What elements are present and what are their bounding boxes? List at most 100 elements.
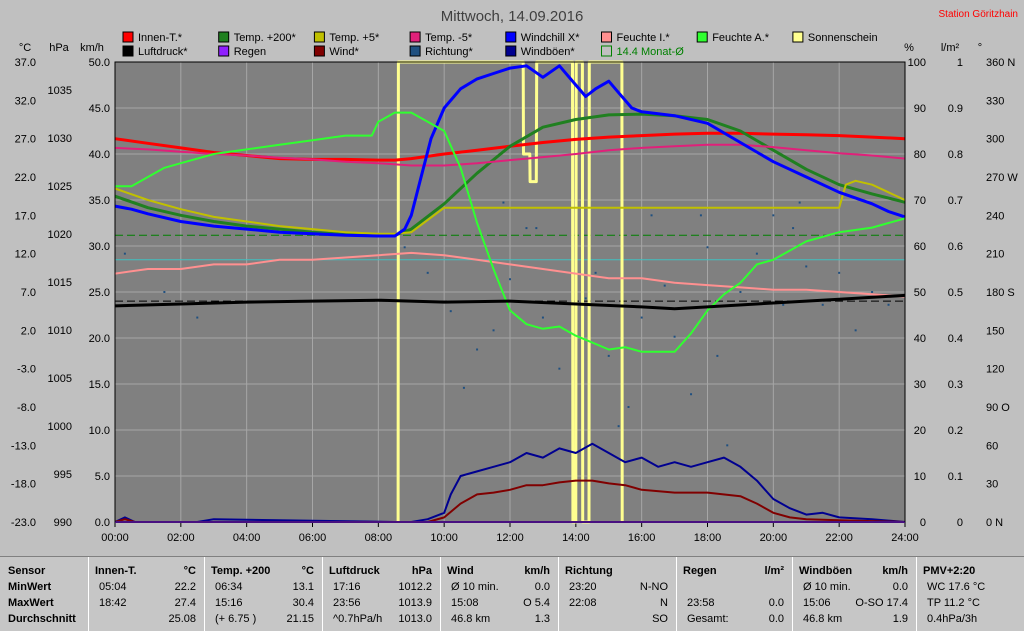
stats-cell-value: 1.3 [534, 613, 550, 625]
legend-swatch [313, 31, 325, 43]
legend-label: Regen [234, 46, 266, 58]
temp-tick-label: -18.0 [11, 479, 36, 491]
legend-label: Wind* [329, 46, 359, 58]
direction-tick-label: 210 [986, 249, 1004, 261]
wind-tick-label: 10.0 [89, 425, 110, 437]
direction-point [558, 367, 561, 370]
stats-cell-time: Gesamt: [687, 613, 729, 625]
direction-point [887, 303, 890, 306]
legend-swatch [696, 31, 708, 43]
pressure-tick-label: 1025 [48, 181, 72, 193]
stats-cell-value: SO [652, 613, 668, 625]
pressure-tick-label: 1030 [48, 133, 72, 145]
stats-block-title: Luftdruck [329, 565, 380, 577]
direction-tick-label: 120 [986, 364, 1004, 376]
x-tick-label: 16:00 [628, 532, 656, 544]
temp-tick-label: 17.0 [15, 210, 36, 222]
rain-tick-label: 0.9 [948, 103, 963, 115]
axis-unit-rain: l/m² [941, 42, 960, 54]
direction-point [462, 386, 465, 389]
stats-cell-time: WC 17.6 °C [927, 581, 986, 593]
wind-tick-label: 45.0 [89, 103, 110, 115]
legend-swatch [122, 31, 134, 43]
legend-swatch [409, 31, 421, 43]
humidity-tick-label: 20 [914, 425, 926, 437]
legend-label: Luftdruck* [138, 46, 188, 58]
legend-label: Feuchte A.* [712, 32, 770, 44]
stats-block: Windböen km/h Ø 10 min. 0.0 15:06 O-SO 17.4 46… [792, 557, 916, 631]
temp-tick-label: -23.0 [11, 517, 36, 529]
legend-swatch [792, 31, 804, 43]
stats-cell-time: 23:56 [333, 597, 361, 609]
temp-tick-label: 12.0 [15, 249, 36, 261]
direction-point [426, 271, 429, 274]
direction-point [792, 227, 795, 230]
direction-tick-label: 90 O [986, 402, 1010, 414]
stats-cell-time: 18:42 [99, 597, 127, 609]
chart-title: Mittwoch, 14.09.2016 [441, 8, 584, 25]
weather-chart: Mittwoch, 14.09.2016 Station Göritzhain In… [11, 8, 1019, 544]
direction-point [541, 316, 544, 319]
legend-label: 14.4 Monat-Ø [617, 46, 685, 58]
stats-cell-time: 15:08 [451, 597, 479, 609]
x-tick-label: 06:00 [299, 532, 327, 544]
direction-point [871, 291, 874, 293]
direction-point [798, 201, 801, 204]
stats-block-title: Temp. +200 [211, 565, 271, 577]
axis-unit-temp: °C [19, 42, 31, 54]
x-tick-label: 10:00 [430, 532, 458, 544]
rain-tick-label: 0.5 [948, 287, 963, 299]
direction-tick-label: 240 [986, 210, 1004, 222]
direction-point [476, 348, 479, 351]
station-name: Station Göritzhain [939, 9, 1019, 20]
x-tick-label: 00:00 [101, 532, 129, 544]
x-tick-label: 24:00 [891, 532, 919, 544]
direction-point [627, 406, 630, 408]
direction-point [739, 291, 742, 293]
pressure-tick-label: 1000 [48, 421, 72, 433]
wind-tick-label: 20.0 [89, 333, 110, 345]
stats-cell-value: 27.4 [174, 597, 196, 609]
x-tick-label: 20:00 [760, 532, 788, 544]
direction-point [196, 316, 199, 319]
x-tick-label: 18:00 [694, 532, 722, 544]
stats-cell-time: 15:16 [215, 597, 243, 609]
direction-point [584, 297, 587, 300]
stats-block: PMV+2:20 WC 17.6 °C TP 11.2 °C 0.4hPa/3h [916, 557, 1024, 631]
stats-block-unit: km/h [524, 565, 550, 577]
temp-tick-label: 7.0 [21, 287, 36, 299]
direction-point [650, 214, 653, 217]
rain-tick-label: 0.1 [948, 471, 963, 483]
stats-cell-value: 0.0 [768, 597, 784, 609]
x-tick-label: 22:00 [825, 532, 853, 544]
stats-block: Wind km/h Ø 10 min. 0.0 15:08 O 5.4 46.8 km 1.3 [440, 557, 558, 631]
wind-tick-label: 25.0 [89, 287, 110, 299]
legend-swatch [313, 45, 325, 57]
legend-swatch [601, 31, 612, 43]
direction-point [492, 329, 495, 332]
stats-block-title: PMV+2:20 [923, 565, 976, 577]
stats-cell-value: N-NO [639, 581, 668, 593]
stats-cell-time: Ø 10 min. [451, 581, 499, 593]
stats-cell-value: 1013.9 [398, 597, 432, 609]
stats-block: Richtung 23:20 N-NO 22:08 N SO [558, 557, 676, 631]
stats-label-min: MinWert [8, 581, 52, 593]
legend-swatch [505, 45, 517, 57]
stats-cell-time: 23:20 [569, 581, 597, 593]
pressure-tick-label: 995 [54, 469, 72, 481]
series-line [114, 251, 906, 298]
rain-tick-label: 0.8 [948, 149, 963, 161]
axis-unit-humidity: % [904, 42, 914, 54]
temp-tick-label: -13.0 [11, 440, 36, 452]
series-line [114, 179, 906, 235]
stats-cell-time: 15:06 [803, 597, 831, 609]
stats-cell-value: 13.1 [292, 581, 314, 593]
rain-tick-label: 1 [957, 57, 963, 69]
stats-label-max: MaxWert [8, 597, 54, 609]
plot-border [114, 61, 906, 523]
stats-block-unit: °C [183, 565, 196, 577]
stats-label-avg: Durchschnitt [8, 613, 76, 625]
direction-point [838, 271, 841, 274]
stats-cell-time: 46.8 km [451, 613, 491, 625]
stats-cell-time: ^0.7hPa/h [333, 613, 383, 625]
